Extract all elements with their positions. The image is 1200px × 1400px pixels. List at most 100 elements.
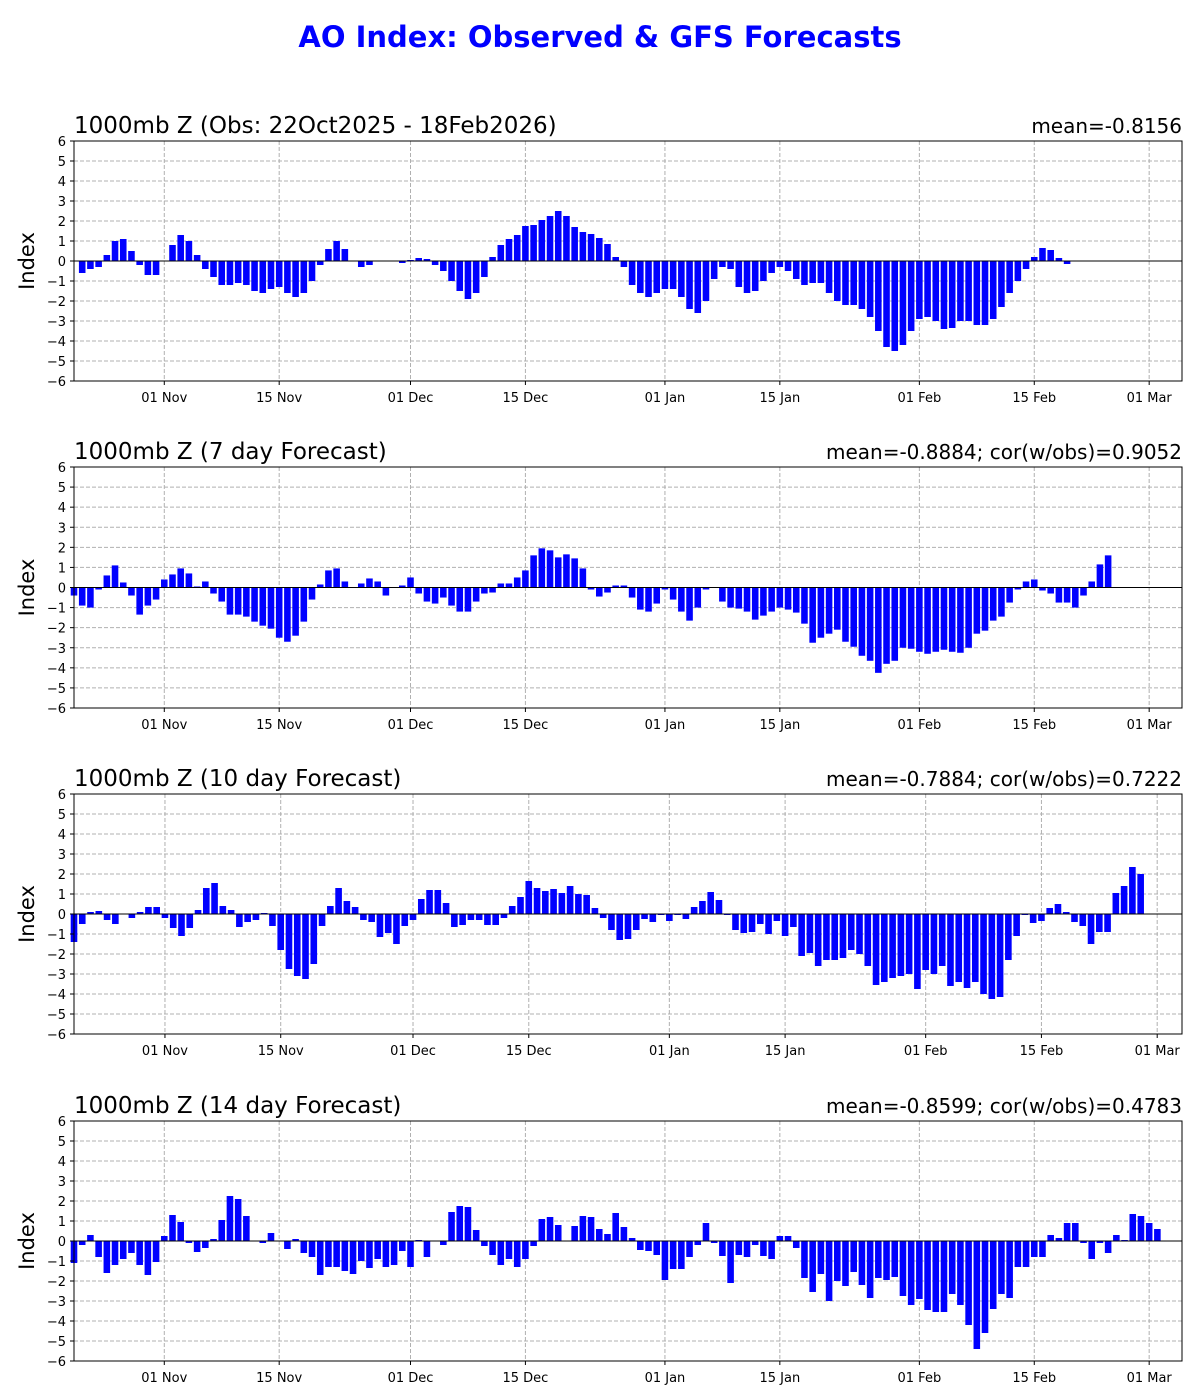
x-tick-label: 01 Nov bbox=[141, 391, 187, 406]
bar bbox=[988, 914, 996, 999]
bar bbox=[333, 1241, 340, 1267]
chart-panel-4: −6 −5 −4 −3 −2 −1 0 1 2 3 4 5 6 01 Nov 15 Nov 01 Dec 15 … bbox=[15, 1093, 1183, 1386]
bar bbox=[784, 587, 792, 610]
bar bbox=[293, 914, 301, 976]
y-tick-label: 3 bbox=[58, 521, 66, 536]
y-tick-label: 6 bbox=[58, 1115, 66, 1130]
x-tick-label: 01 Nov bbox=[141, 718, 187, 733]
x-tick-label: 15 Dec bbox=[502, 718, 548, 733]
y-tick-label: 1 bbox=[58, 1215, 66, 1230]
bar bbox=[103, 255, 111, 261]
bar bbox=[1129, 867, 1136, 914]
bar bbox=[899, 587, 907, 648]
bar bbox=[193, 1241, 201, 1252]
bar bbox=[907, 587, 915, 649]
bar bbox=[916, 261, 923, 319]
bar bbox=[1014, 1241, 1022, 1267]
bar bbox=[128, 914, 136, 918]
bar bbox=[111, 241, 119, 261]
bar bbox=[571, 227, 578, 261]
bar bbox=[267, 1233, 275, 1241]
bar bbox=[169, 245, 176, 261]
bar bbox=[144, 1241, 152, 1275]
bar bbox=[366, 261, 373, 265]
panel-title: 1000mb Z (10 day Forecast) bbox=[74, 766, 401, 792]
bar bbox=[366, 578, 373, 588]
y-tick-label: 4 bbox=[58, 501, 66, 516]
y-tick-label: −1 bbox=[47, 928, 66, 943]
bar bbox=[284, 261, 291, 293]
bar bbox=[1137, 1216, 1145, 1241]
bar bbox=[732, 914, 739, 930]
bar bbox=[702, 587, 710, 590]
bar bbox=[595, 238, 603, 261]
bar bbox=[579, 1216, 587, 1241]
bar bbox=[177, 568, 184, 588]
bar bbox=[1088, 1241, 1096, 1259]
y-tick-label: −2 bbox=[47, 948, 66, 963]
y-tick-label: 1 bbox=[58, 235, 66, 250]
bar bbox=[1112, 893, 1120, 914]
bar bbox=[136, 587, 143, 615]
bar bbox=[467, 914, 475, 920]
bar bbox=[1030, 1241, 1038, 1257]
y-tick-label: −6 bbox=[47, 1028, 66, 1043]
bar bbox=[500, 914, 508, 918]
bar bbox=[193, 255, 201, 261]
bar bbox=[989, 261, 997, 319]
bar bbox=[604, 587, 611, 593]
bar bbox=[409, 914, 417, 920]
bar bbox=[366, 1241, 373, 1268]
bar bbox=[78, 914, 86, 924]
bar bbox=[210, 587, 217, 594]
bar bbox=[399, 1241, 406, 1251]
bar bbox=[426, 890, 433, 914]
bar bbox=[202, 581, 209, 588]
bar bbox=[620, 1227, 628, 1241]
bar bbox=[932, 261, 940, 321]
bar bbox=[1014, 587, 1022, 590]
x-tick-label: 01 Feb bbox=[898, 718, 942, 733]
bar bbox=[423, 1241, 431, 1257]
bar bbox=[393, 914, 400, 944]
bar bbox=[637, 587, 644, 610]
bar bbox=[481, 587, 488, 594]
bar bbox=[694, 1241, 702, 1245]
bar bbox=[111, 565, 119, 588]
x-tick-label: 01 Jan bbox=[645, 391, 686, 406]
y-tick-label: 4 bbox=[58, 828, 66, 843]
bar bbox=[948, 587, 956, 652]
bar bbox=[185, 573, 193, 588]
bar bbox=[1006, 261, 1013, 293]
bar bbox=[234, 1199, 242, 1241]
bar bbox=[591, 908, 599, 914]
bar bbox=[735, 1241, 743, 1255]
bar bbox=[1047, 587, 1054, 594]
bar bbox=[773, 914, 781, 921]
bar bbox=[653, 1241, 661, 1255]
bar bbox=[760, 1241, 767, 1256]
bar bbox=[914, 914, 921, 989]
bar bbox=[152, 587, 160, 600]
bar bbox=[234, 261, 242, 283]
bar bbox=[719, 261, 726, 267]
bar bbox=[616, 914, 624, 940]
bar bbox=[784, 1236, 792, 1241]
bar bbox=[300, 587, 308, 622]
bar bbox=[645, 1241, 652, 1251]
bar bbox=[971, 914, 979, 982]
bar bbox=[343, 901, 351, 914]
bar bbox=[751, 261, 759, 291]
bar bbox=[399, 585, 406, 588]
y-tick-label: −4 bbox=[47, 988, 66, 1003]
x-tick-label: 01 Feb bbox=[898, 1371, 942, 1386]
bar bbox=[686, 587, 693, 621]
y-tick-label: 4 bbox=[58, 175, 66, 190]
y-tick-label: −6 bbox=[47, 702, 66, 717]
bar bbox=[847, 914, 855, 950]
bar bbox=[924, 261, 931, 317]
bar bbox=[374, 1241, 381, 1259]
bar bbox=[823, 914, 830, 960]
x-tick-label: 01 Jan bbox=[645, 718, 686, 733]
bar bbox=[682, 914, 690, 919]
